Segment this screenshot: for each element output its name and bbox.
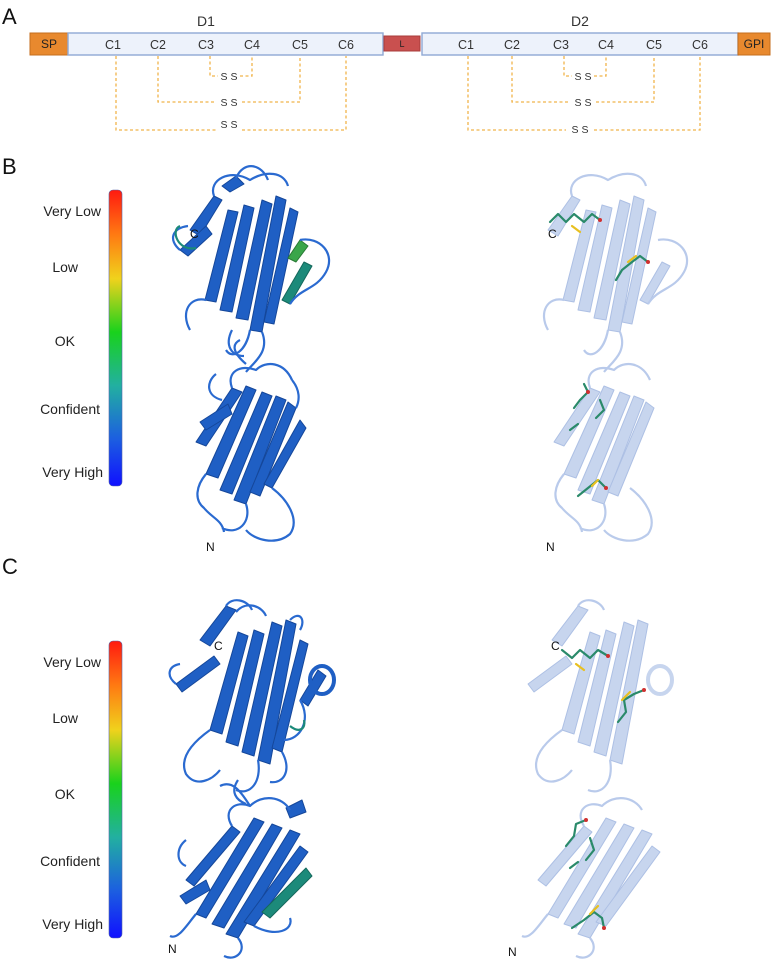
panel-label-a: A: [2, 4, 17, 29]
d1-disulfide-lines: [115, 56, 347, 131]
scale-c-ok: OK: [55, 786, 76, 802]
scale-b-ok: OK: [55, 333, 76, 349]
scale-b-confident: Confident: [40, 401, 100, 417]
panel-label-b: B: [2, 154, 17, 179]
d1-bond-c2-c5: S S: [221, 97, 238, 109]
d1-cys-4: C4: [244, 38, 260, 52]
linker-box: [383, 35, 421, 52]
d1-cys-1: C1: [105, 38, 121, 52]
model-b-c-terminus: C: [190, 227, 199, 241]
d1-cys-2: C2: [150, 38, 166, 52]
protein-model-b-faded: [542, 172, 689, 542]
model-c-c-terminus: C: [214, 639, 223, 653]
model-b-faded-c-terminus: C: [548, 227, 557, 241]
model-c-faded-n-terminus: N: [508, 945, 517, 959]
protein-model-b-colored: [171, 165, 331, 542]
d2-cys-3: C3: [553, 38, 569, 52]
scale-b-low: Low: [52, 259, 79, 275]
d1-cys-5: C5: [292, 38, 308, 52]
d2-bond-c1-c6: S S: [572, 124, 589, 136]
d2-cys-1: C1: [458, 38, 474, 52]
confidence-colorbar-c: [108, 640, 123, 939]
disulfide-sticks-b: [548, 212, 650, 498]
scale-c-very-high: Very High: [42, 916, 103, 932]
d2-disulfide-lines: [467, 56, 701, 131]
d1-bond-c3-c4: S S: [221, 71, 238, 83]
domain-title-d1: D1: [197, 13, 215, 29]
d2-bond-c2-c5: S S: [575, 97, 592, 109]
domain-title-d2: D2: [571, 13, 589, 29]
gpi-anchor-box: [737, 32, 771, 56]
scale-b-very-low: Very Low: [43, 203, 101, 219]
domain-box-d1: [67, 32, 384, 56]
model-b-n-terminus: N: [206, 540, 215, 554]
protein-model-c-colored: [168, 599, 336, 959]
scale-c-low: Low: [52, 710, 79, 726]
d1-bond-c1-c6: S S: [221, 119, 238, 131]
gpi-anchor-label: GPI: [744, 37, 765, 51]
confidence-colorbar-b: [108, 189, 123, 487]
protein-model-c-faded: [521, 599, 674, 959]
scale-c-confident: Confident: [40, 853, 100, 869]
linker-label: L: [399, 39, 404, 49]
d1-cys-3: C3: [198, 38, 214, 52]
d2-cys-6: C6: [692, 38, 708, 52]
disulfide-sticks-c: [560, 648, 646, 930]
model-c-faded-c-terminus: C: [551, 639, 560, 653]
scale-c-very-low: Very Low: [43, 654, 101, 670]
d1-cys-6: C6: [338, 38, 354, 52]
d2-cys-4: C4: [598, 38, 614, 52]
d2-cys-5: C5: [646, 38, 662, 52]
panel-label-c: C: [2, 554, 18, 579]
model-b-faded-n-terminus: N: [546, 540, 555, 554]
d2-cys-2: C2: [504, 38, 520, 52]
model-c-n-terminus: N: [168, 942, 177, 956]
scale-b-very-high: Very High: [42, 464, 103, 480]
d2-bond-c3-c4: S S: [575, 71, 592, 83]
signal-peptide-label: SP: [41, 37, 57, 51]
